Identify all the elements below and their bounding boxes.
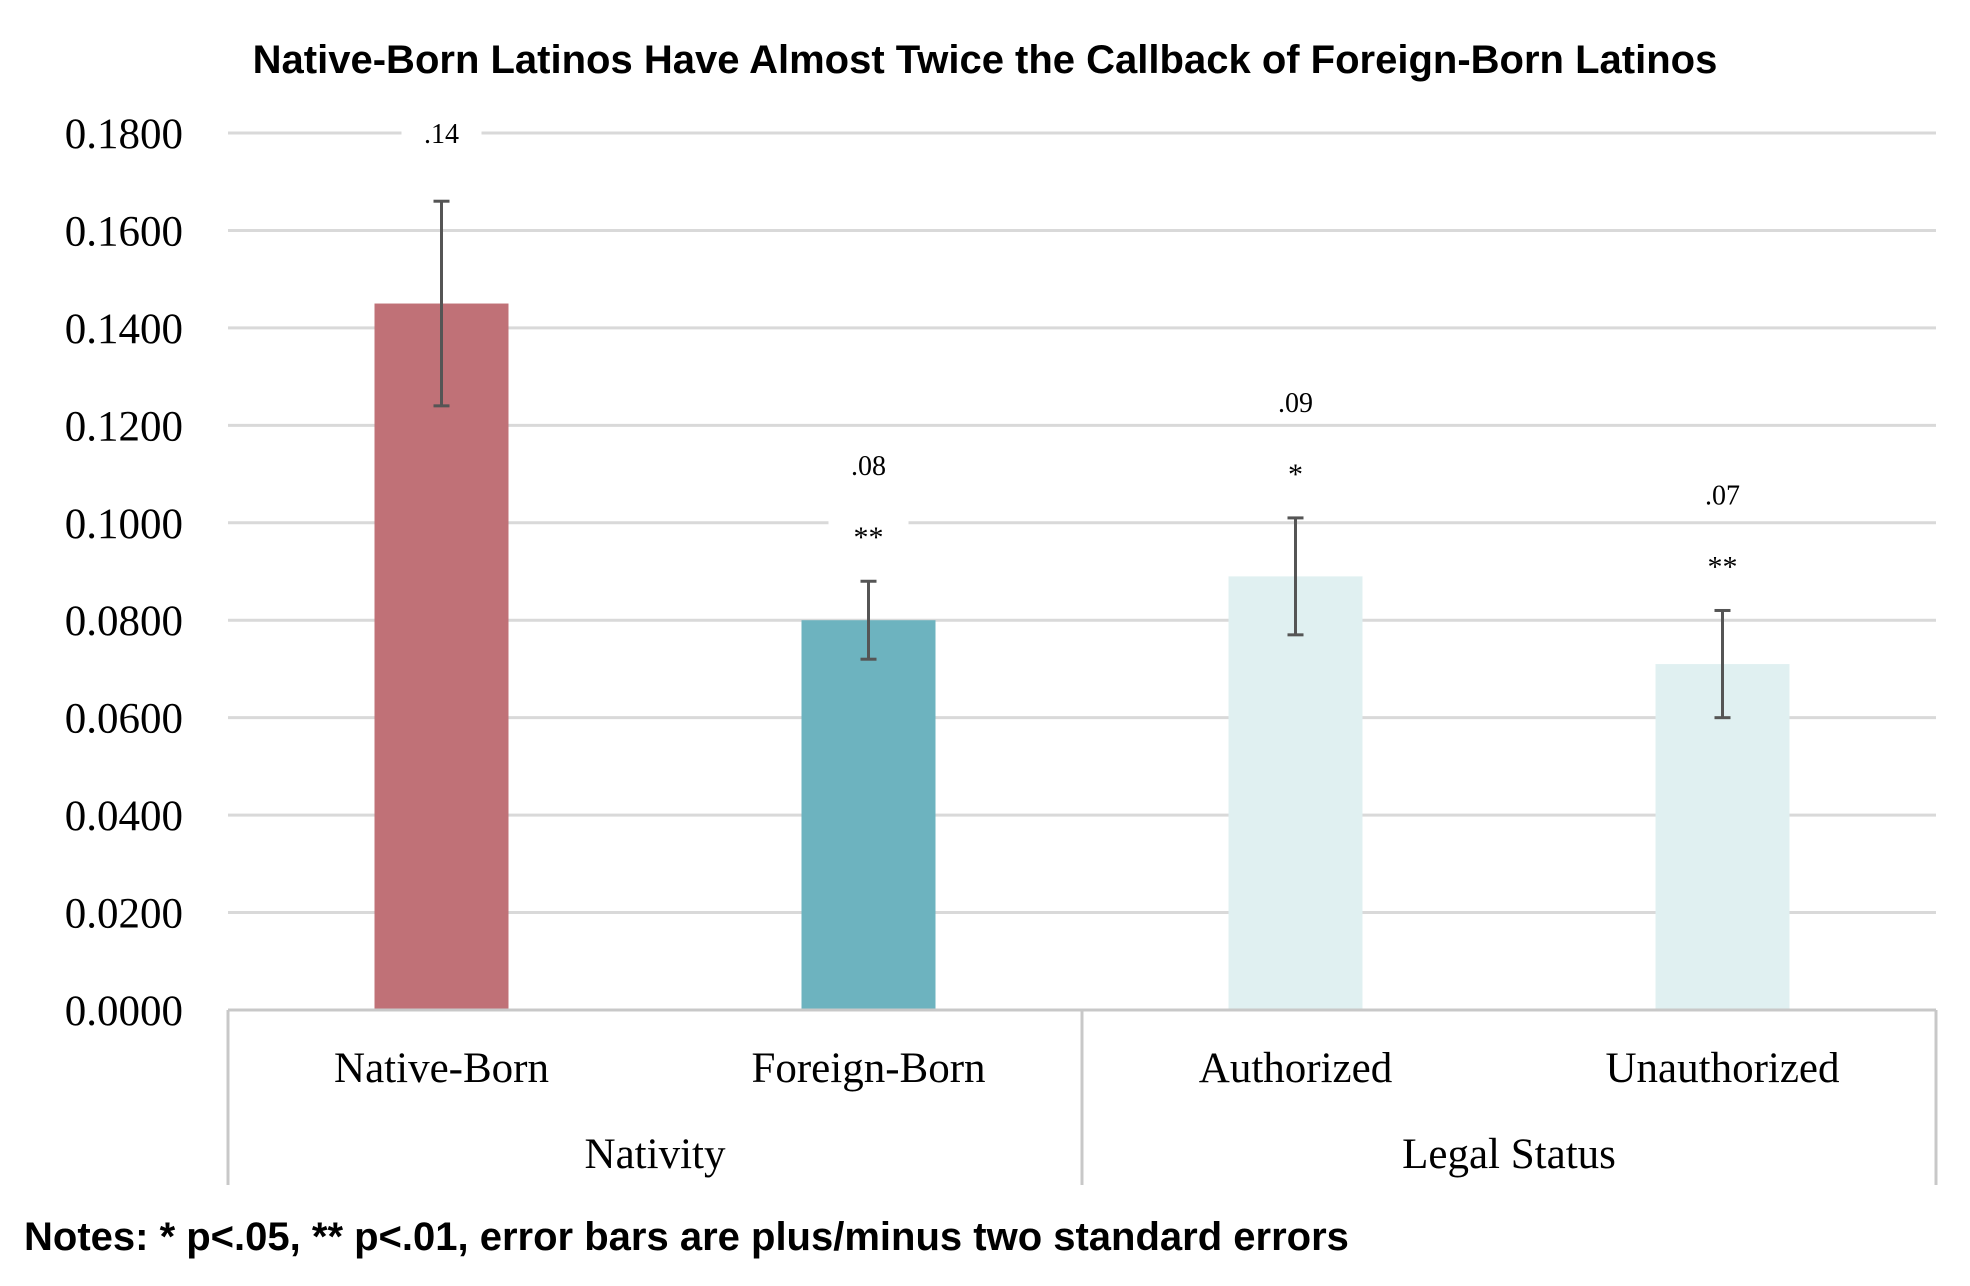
bar-foreign-born bbox=[801, 620, 936, 1010]
y-tick-label: 0.0600 bbox=[65, 696, 183, 743]
bar-unauthorized bbox=[1655, 664, 1790, 1010]
data-label: .09 bbox=[1278, 388, 1313, 419]
data-label: .08 bbox=[851, 451, 886, 482]
label-mask bbox=[1682, 544, 1763, 585]
y-tick-label: 0.1800 bbox=[65, 111, 183, 158]
x-axis: Native-Born Foreign-Born Authorized Unautho… bbox=[226, 1008, 1938, 1185]
error-bar bbox=[1714, 608, 1731, 720]
chart-title: Native-Born Latinos Have Almost Twice th… bbox=[253, 38, 1718, 82]
data-label: .07 bbox=[1705, 480, 1740, 511]
label-mask bbox=[401, 113, 482, 154]
label-mask bbox=[828, 445, 909, 486]
bars bbox=[374, 199, 1790, 1010]
x-group-label: Legal Status bbox=[1402, 1131, 1616, 1178]
y-tick-label: 0.1200 bbox=[65, 403, 183, 450]
y-tick-label: 0.1400 bbox=[65, 306, 183, 353]
x-category-label: Foreign-Born bbox=[751, 1045, 985, 1092]
significance-marker: ** bbox=[854, 521, 884, 554]
y-axis-ticks: 0.0000 0.0200 0.0400 0.0600 0.0800 0.1000 0.12… bbox=[65, 111, 183, 1035]
y-tick-label: 0.0800 bbox=[65, 598, 183, 645]
gridlines bbox=[228, 113, 1936, 915]
x-category-label: Unauthorized bbox=[1605, 1045, 1839, 1092]
bar-authorized bbox=[1228, 576, 1363, 1010]
error-bar bbox=[860, 579, 877, 661]
x-category-label: Authorized bbox=[1199, 1045, 1392, 1092]
y-tick-label: 0.0200 bbox=[65, 891, 183, 938]
x-group-label: Nativity bbox=[585, 1131, 726, 1178]
data-label: .14 bbox=[424, 119, 459, 150]
label-mask bbox=[1255, 451, 1336, 492]
y-tick-label: 0.1000 bbox=[65, 501, 183, 548]
chart-notes: Notes: * p<.05, ** p<.01, error bars are… bbox=[24, 1215, 1349, 1259]
label-mask bbox=[1255, 381, 1336, 422]
error-bar bbox=[433, 199, 450, 408]
y-tick-label: 0.0400 bbox=[65, 793, 183, 840]
label-mask bbox=[1682, 474, 1763, 515]
y-tick-label: 0.0000 bbox=[65, 988, 183, 1035]
significance-marker: * bbox=[1288, 458, 1303, 491]
error-bar bbox=[1287, 516, 1304, 637]
x-category-label: Native-Born bbox=[334, 1045, 549, 1092]
bar-native-born bbox=[374, 303, 509, 1010]
y-tick-label: 0.1600 bbox=[65, 208, 183, 255]
label-mask bbox=[828, 515, 909, 556]
significance-marker: ** bbox=[1708, 550, 1738, 583]
data-labels: .14 ** .08 * .09 ** .07 bbox=[424, 119, 1740, 583]
